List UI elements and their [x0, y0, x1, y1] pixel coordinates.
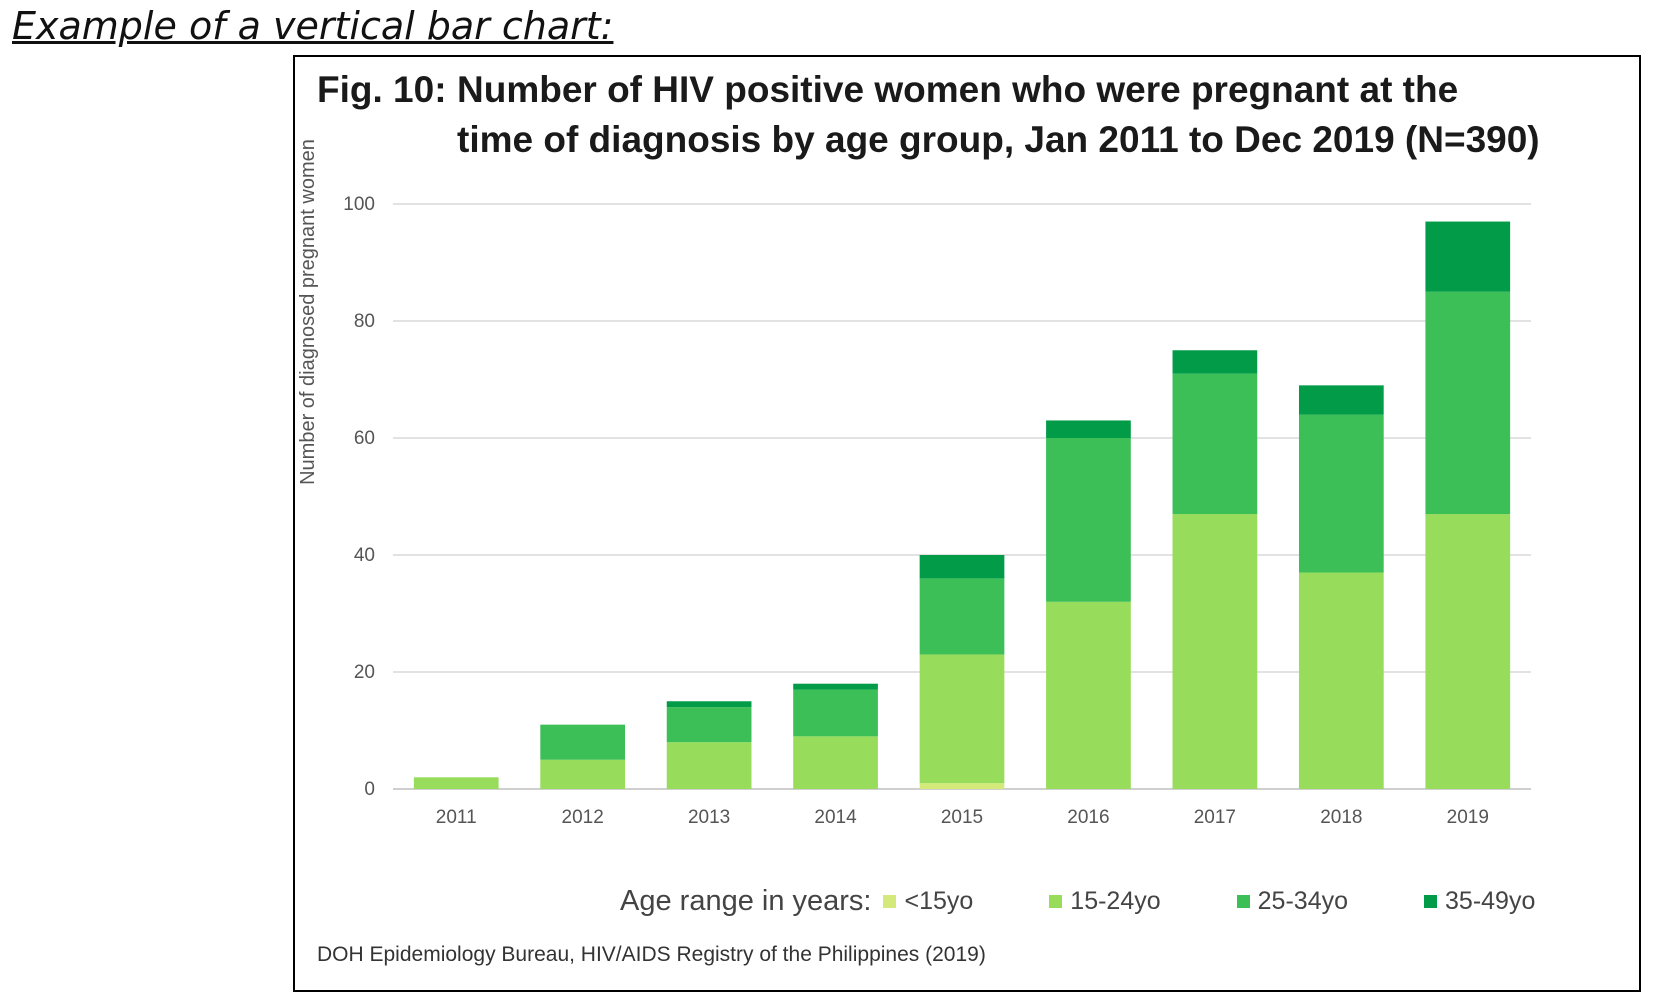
- legend-swatch: [1424, 895, 1438, 908]
- x-tick-label: 2017: [1194, 807, 1236, 828]
- chart-title: Fig. 10: Number of HIV positive women who…: [317, 65, 1617, 165]
- legend-label: 25-34yo: [1257, 887, 1349, 915]
- bar-2017-35-49yo: [1172, 350, 1258, 374]
- chart-title-prefix: Fig. 10:: [317, 69, 447, 110]
- y-tick-label: 0: [364, 779, 375, 800]
- bar-2011-15-24yo: [413, 777, 499, 789]
- bar-2019-35-49yo: [1425, 221, 1511, 292]
- bar-2014-35-49yo: [793, 683, 878, 690]
- x-tick-label: 2018: [1320, 807, 1362, 828]
- x-tick-label: 2013: [688, 807, 730, 828]
- bar-2016-25-34yo: [1046, 438, 1131, 602]
- chart-title-line2: time of diagnosis by age group, Jan 2011…: [457, 119, 1540, 160]
- y-tick-label: 60: [354, 428, 375, 449]
- bar-2013-15-24yo: [666, 742, 752, 789]
- legend-label: <15yo: [904, 887, 974, 915]
- bar-2018-25-34yo: [1298, 414, 1384, 573]
- page-caption: Example of a vertical bar chart:: [12, 4, 614, 48]
- y-tick-label: 40: [354, 545, 375, 566]
- legend-item: 15-24yo: [1049, 887, 1161, 916]
- bar-2016-35-49yo: [1046, 420, 1131, 438]
- bar-2017-25-34yo: [1172, 373, 1258, 515]
- bar-2018-35-49yo: [1298, 385, 1384, 415]
- x-tick-label: 2015: [941, 807, 983, 828]
- bar-2012-25-34yo: [540, 724, 626, 760]
- bar-2014-15-24yo: [793, 736, 878, 789]
- bar-2019-15-24yo: [1425, 514, 1511, 789]
- bar-2019-25-34yo: [1425, 291, 1511, 515]
- legend-label: 15-24yo: [1070, 887, 1161, 915]
- legend-swatch: [883, 895, 897, 908]
- bar-2013-35-49yo: [666, 701, 752, 708]
- bar-2015-15-24yo: [919, 654, 1005, 784]
- y-tick-label: 100: [343, 194, 375, 215]
- bar-2012-15-24yo: [540, 759, 626, 789]
- x-tick-label: 2016: [1067, 807, 1109, 828]
- legend-label: 35-49yo: [1445, 887, 1536, 915]
- legend-swatch: [1236, 895, 1250, 908]
- legend-item: 25-34yo: [1236, 887, 1349, 916]
- bar-2015-35-49yo: [919, 555, 1005, 579]
- chart-frame: Fig. 10: Number of HIV positive women who…: [293, 55, 1641, 992]
- bar-2015-25-34yo: [919, 578, 1005, 655]
- chart-title-line1: Number of HIV positive women who were pr…: [457, 69, 1459, 110]
- legend-swatch: [1049, 895, 1063, 908]
- x-tick-label: 2014: [814, 807, 857, 828]
- bar-chart: 0 20 40 60 80 100 2011 2012 2013 2014 2015 2016 2017…: [343, 194, 1531, 828]
- x-tick-label: 2011: [436, 807, 477, 828]
- legend-item: <15yo: [883, 887, 973, 916]
- legend-item: 35-49yo: [1424, 887, 1535, 916]
- y-tick-label: 80: [354, 311, 375, 332]
- bars: [413, 221, 1511, 789]
- bar-2018-15-24yo: [1298, 572, 1384, 789]
- bar-2016-15-24yo: [1046, 601, 1131, 789]
- bar-2013-25-34yo: [666, 707, 752, 743]
- x-tick-label: 2012: [562, 807, 604, 828]
- bar-2015-<15yo: [919, 783, 1005, 789]
- legend: Age range in years: <15yo 15-24yo 25-34yo 3…: [620, 885, 1611, 918]
- source-note: DOH Epidemiology Bureau, HIV/AIDS Regist…: [317, 943, 986, 966]
- y-tick-label: 20: [354, 662, 375, 683]
- x-tick-label: 2019: [1447, 807, 1489, 828]
- tick-labels: 0 20 40 60 80 100 2011 2012 2013 2014 2015 2016 2017…: [343, 194, 1489, 828]
- bar-2014-25-34yo: [793, 689, 878, 737]
- bar-2017-15-24yo: [1172, 514, 1258, 789]
- legend-title: Age range in years:: [620, 885, 872, 917]
